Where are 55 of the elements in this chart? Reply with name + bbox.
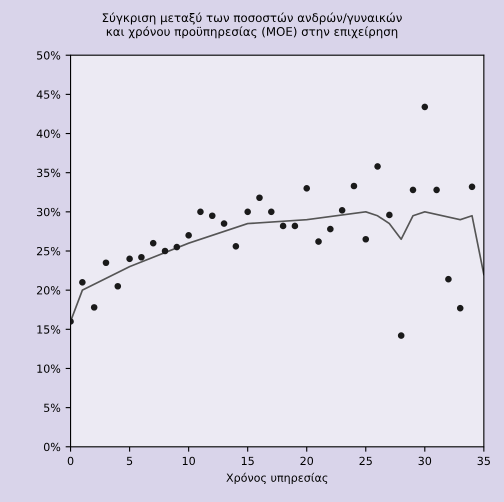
chart-title: Σύγκριση μεταξύ των ποσοστών ανδρών/γυναικών και χρόνου προϋπηρεσίας (ΜΟΕ) στην επιχείρηση (102, 12, 402, 38)
point (350, 182, 358, 190)
point (220, 220, 228, 227)
x-tick-label: 5 (126, 456, 132, 466)
x-tick-label: 0 (68, 456, 74, 466)
point (327, 226, 334, 232)
y-tick-label: 30% (36, 208, 60, 216)
point (162, 248, 168, 254)
y-tick-label: 5% (44, 404, 60, 412)
point (114, 282, 122, 290)
point (433, 186, 440, 194)
point (374, 163, 381, 170)
y-tick-label: 40% (36, 130, 60, 138)
point (138, 254, 145, 261)
point (338, 206, 346, 214)
point (208, 212, 216, 220)
point (150, 240, 157, 246)
y-tick-label: 50% (37, 51, 60, 60)
point (256, 194, 263, 202)
point (197, 208, 204, 216)
y-tick-label: 25% (36, 246, 60, 256)
y-tick-label: 15% (37, 325, 60, 334)
y-tick-label: 0% (44, 442, 60, 452)
x-tick-label: 10 (182, 456, 195, 466)
point (126, 256, 133, 262)
point (445, 276, 452, 282)
point (398, 332, 404, 339)
point (303, 185, 310, 192)
point (90, 304, 98, 311)
point (315, 238, 322, 245)
y-tick-label: 45% (36, 90, 60, 99)
x-axis-title: Χρόνος υπηρεσίας (226, 472, 328, 484)
point (244, 208, 251, 216)
y-tick-label: 10% (37, 364, 60, 373)
point (79, 279, 86, 286)
point (174, 244, 180, 250)
point (280, 222, 286, 230)
x-tick-label: 35 (478, 456, 490, 466)
point (292, 222, 298, 230)
point (102, 259, 110, 266)
x-tick-label: 25 (360, 456, 372, 466)
x-tick-label: 15 (242, 456, 254, 466)
point (386, 212, 393, 218)
x-tick-label: 30 (418, 456, 432, 466)
point (456, 304, 464, 312)
y-tick-label: 20% (36, 286, 60, 295)
x-tick-label: 20 (300, 456, 314, 466)
point (410, 186, 416, 194)
point (362, 236, 370, 243)
y-tick-label: 35% (36, 168, 60, 178)
point (422, 104, 428, 110)
point (232, 243, 240, 250)
point (268, 208, 275, 216)
point (185, 232, 192, 239)
point (468, 183, 476, 190)
